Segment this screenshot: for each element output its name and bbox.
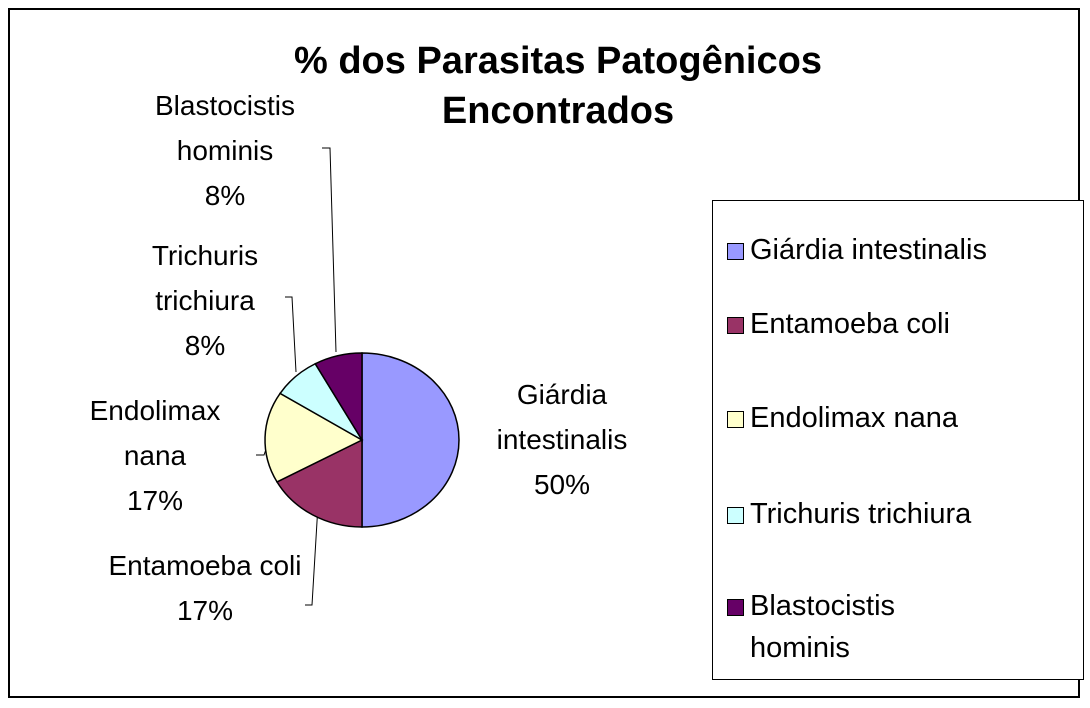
data-label-value: 50% [533,469,591,500]
data-label-category: Giárdia intestinalis [496,379,628,455]
data-label-value: 17% [176,595,234,626]
legend-label: Trichuris trichiura [750,498,972,530]
data-label-value: 17% [126,485,184,516]
legend-swatch [727,243,744,260]
legend-swatch [727,507,744,524]
pie-slice [275,438,363,528]
leader-line [305,504,319,606]
data-label: Trichuris trichiura 8% [115,233,295,368]
legend-label: Endolimax nana [750,402,958,434]
pie-slice [314,352,363,443]
legend-item: Entamoeba coli [727,303,950,345]
data-label: Endolimax nana 17% [65,388,245,523]
data-label-category: Endolimax nana [89,395,221,471]
legend-item: Blastocistis hominis [727,585,990,669]
pie-slice [361,352,460,528]
data-label: Entamoeba coli 17% [105,543,305,633]
data-label-value: 8% [184,330,226,361]
legend-item: Giárdia intestinalis [727,229,987,271]
pie-slice [264,392,364,483]
data-label-value: 8% [204,180,246,211]
legend-label: Giárdia intestinalis [750,234,987,266]
leader-line [322,147,337,353]
legend-swatch [727,599,744,616]
legend-swatch [727,317,744,334]
legend: Giárdia intestinalis Entamoeba coli Endoli… [712,200,1084,680]
legend-item: Trichuris trichiura [727,493,971,535]
data-label: Giárdia intestinalis 50% [472,372,652,507]
legend-label: Entamoeba coli [750,308,950,340]
leader-line [285,296,297,373]
chart-title: % dos Parasitas Patogênicos Encontrados [294,40,822,132]
data-label-category: Entamoeba coli [108,550,302,581]
legend-label: Blastocistis hominis [750,590,896,664]
data-label-category: Trichuris trichiura [151,240,259,316]
legend-swatch [727,411,744,428]
data-label-category: Blastocistis hominis [154,90,296,166]
legend-item: Endolimax nana [727,397,958,439]
data-label: Blastocistis hominis 8% [125,83,325,218]
